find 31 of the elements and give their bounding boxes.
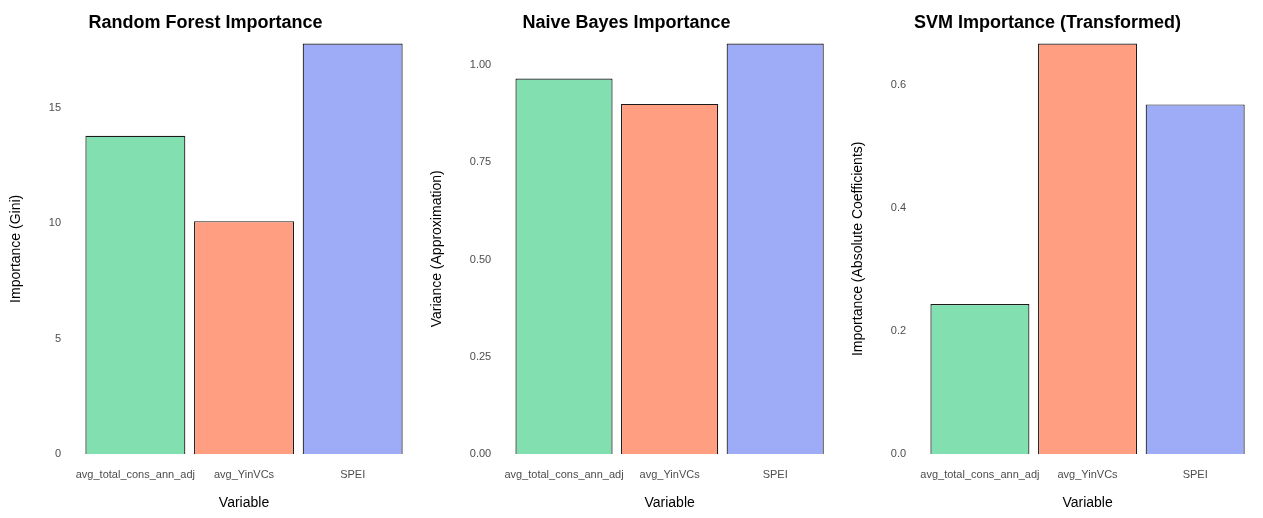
x-axis-title: Variable	[1062, 494, 1113, 511]
y-tick-label: 0.00	[469, 447, 492, 460]
y-tick-label: 0.50	[469, 252, 492, 265]
y-tick-label: 15	[48, 101, 62, 114]
y-axis-title: Importance (Absolute Coefficients)	[849, 141, 866, 357]
x-axis-title: Variable	[644, 494, 695, 511]
x-tick-label: avg_total_cons_ann_adj	[920, 467, 1040, 480]
y-axis-title: Importance (Gini)	[7, 194, 24, 303]
x-tick-label: avg_YinVCs	[1057, 467, 1119, 480]
y-tick-label: 0.4	[890, 201, 907, 214]
x-tick-label: avg_total_cons_ann_adj	[504, 467, 624, 480]
y-tick-label: 0.25	[469, 349, 492, 362]
y-tick-label: 0	[54, 447, 62, 460]
x-axis-title: Variable	[218, 494, 270, 511]
y-tick-label: 5	[54, 331, 62, 344]
x-tick-label: SPEI	[1182, 467, 1208, 480]
y-axis-title: Variance (Approximation)	[428, 170, 445, 328]
chart-title: SVM Importance (Transformed)	[913, 11, 1182, 32]
chart-title: Random Forest Importance	[88, 11, 323, 32]
x-tick-label: SPEI	[762, 467, 788, 480]
y-tick-label: 0.75	[469, 155, 492, 168]
y-tick-label: 0.2	[890, 324, 907, 337]
y-tick-label: 0.6	[890, 78, 907, 91]
y-tick-label: 0.0	[890, 447, 907, 460]
x-tick-label: avg_YinVCs	[639, 467, 701, 480]
y-tick-label: 1.00	[469, 58, 492, 71]
x-tick-label: avg_total_cons_ann_adj	[75, 467, 195, 480]
x-tick-label: SPEI	[340, 467, 366, 480]
chart-title: Naive Bayes Importance	[522, 11, 731, 32]
y-tick-label: 10	[48, 216, 62, 229]
x-tick-label: avg_YinVCs	[213, 467, 275, 480]
